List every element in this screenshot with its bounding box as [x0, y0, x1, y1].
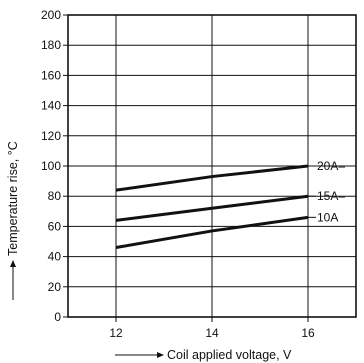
series-line-20a: [115, 164, 309, 192]
x-tick-label: 12: [109, 326, 123, 340]
x-tick-label: 14: [205, 326, 219, 340]
series-lines: [115, 164, 309, 250]
y-tick-label: 120: [41, 129, 61, 143]
y-axis-title: Temperature rise, °C: [6, 141, 20, 256]
y-tick-label: 60: [48, 219, 62, 233]
series-line-10a: [115, 215, 309, 250]
series-label-20a: 20A–: [317, 159, 345, 173]
x-axis-arrowhead: [157, 352, 164, 358]
y-tick-label: 100: [41, 159, 61, 173]
x-tick-label: 16: [301, 326, 315, 340]
y-tick-label: 80: [48, 189, 62, 203]
y-tick-label: 0: [54, 310, 61, 324]
y-axis-arrowhead: [10, 260, 16, 267]
y-tick-label: 180: [41, 38, 61, 52]
x-tick-labels: 12 14 16: [109, 317, 315, 340]
series-line-15a: [115, 194, 309, 222]
series-label-10a: 10A: [317, 210, 338, 224]
y-tick-label: 140: [41, 99, 61, 113]
y-tick-label: 200: [41, 8, 61, 22]
y-axis-title-group: Temperature rise, °C: [6, 141, 20, 300]
y-tick-label: 40: [48, 250, 62, 264]
y-tick-label: 20: [48, 280, 62, 294]
y-tick-label: 160: [41, 68, 61, 82]
x-axis-title: Coil applied voltage, V: [167, 348, 292, 362]
series-labels: 20A– 15A– 10A: [308, 159, 345, 224]
series-label-15a: 15A–: [317, 189, 345, 203]
x-axis-title-group: Coil applied voltage, V: [115, 348, 292, 362]
y-tick-labels: 0 20 40 60 80 100 120 140 160 180 200: [41, 8, 68, 324]
